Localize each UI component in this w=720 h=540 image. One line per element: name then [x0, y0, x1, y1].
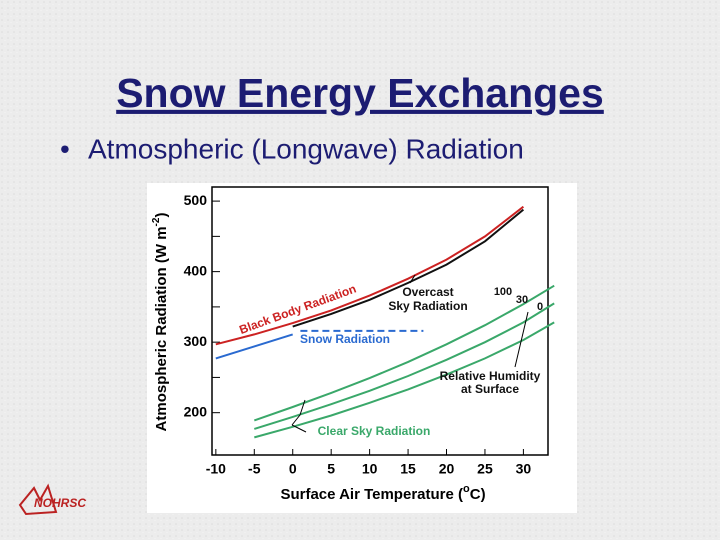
- series-line: [292, 208, 525, 328]
- pointer: [291, 414, 301, 426]
- annotation: Relative Humidity: [440, 369, 541, 383]
- y-tick-label: 200: [184, 403, 208, 419]
- x-label-sup: o: [463, 483, 470, 495]
- x-tick-label: 10: [362, 461, 378, 477]
- x-tick-label: 5: [327, 461, 335, 477]
- y-tick-label: 400: [184, 262, 208, 278]
- pointer: [299, 399, 306, 416]
- annotation: Overcast: [402, 285, 453, 299]
- x-tick-label: 0: [289, 461, 297, 477]
- x-tick-label: 25: [477, 461, 493, 477]
- series-line: [215, 333, 293, 360]
- x-tick-label: 15: [400, 461, 416, 477]
- x-label-main: Surface Air Temperature (: [280, 486, 463, 503]
- x-tick-label: 20: [439, 461, 455, 477]
- annotation: Sky Radiation: [388, 299, 467, 313]
- logo-text: NOHRSC: [34, 496, 86, 510]
- pointer: [291, 424, 307, 433]
- series-line: [215, 205, 525, 346]
- x-label-end: C): [470, 486, 486, 503]
- y-label-main: Atmospheric Radiation (W m: [153, 226, 170, 431]
- y-axis-label: Atmospheric Radiation (W m-2): [151, 213, 170, 432]
- annotation: at Surface: [461, 382, 519, 396]
- bullet-text: Atmospheric (Longwave) Radiation: [88, 133, 524, 164]
- annotation: Snow Radiation: [300, 332, 390, 346]
- pointer: [514, 311, 529, 368]
- x-tick-label: -5: [248, 461, 261, 477]
- annotation: Clear Sky Radiation: [318, 424, 431, 438]
- x-axis-label: Surface Air Temperature (oC): [280, 483, 485, 503]
- y-tick-label: 500: [184, 192, 208, 208]
- y-tick-label: 300: [184, 333, 208, 349]
- logo: NOHRSC: [18, 483, 86, 516]
- slide-title: Snow Energy Exchanges: [116, 70, 604, 116]
- logo-mark: [18, 483, 58, 516]
- annotation: 0: [537, 301, 543, 313]
- plot-frame: [211, 186, 549, 456]
- x-tick-label: 30: [516, 461, 532, 477]
- x-tick-label: -10: [206, 461, 226, 477]
- series-line: [254, 321, 555, 439]
- pointer: [409, 274, 416, 284]
- annotation: 30: [516, 294, 528, 306]
- bullet-dot: •: [60, 133, 70, 164]
- series-line: [253, 284, 555, 422]
- y-label-sup: -2: [151, 217, 162, 226]
- series-line: [254, 302, 555, 430]
- y-label-end: ): [153, 213, 170, 218]
- annotation: 100: [494, 286, 512, 298]
